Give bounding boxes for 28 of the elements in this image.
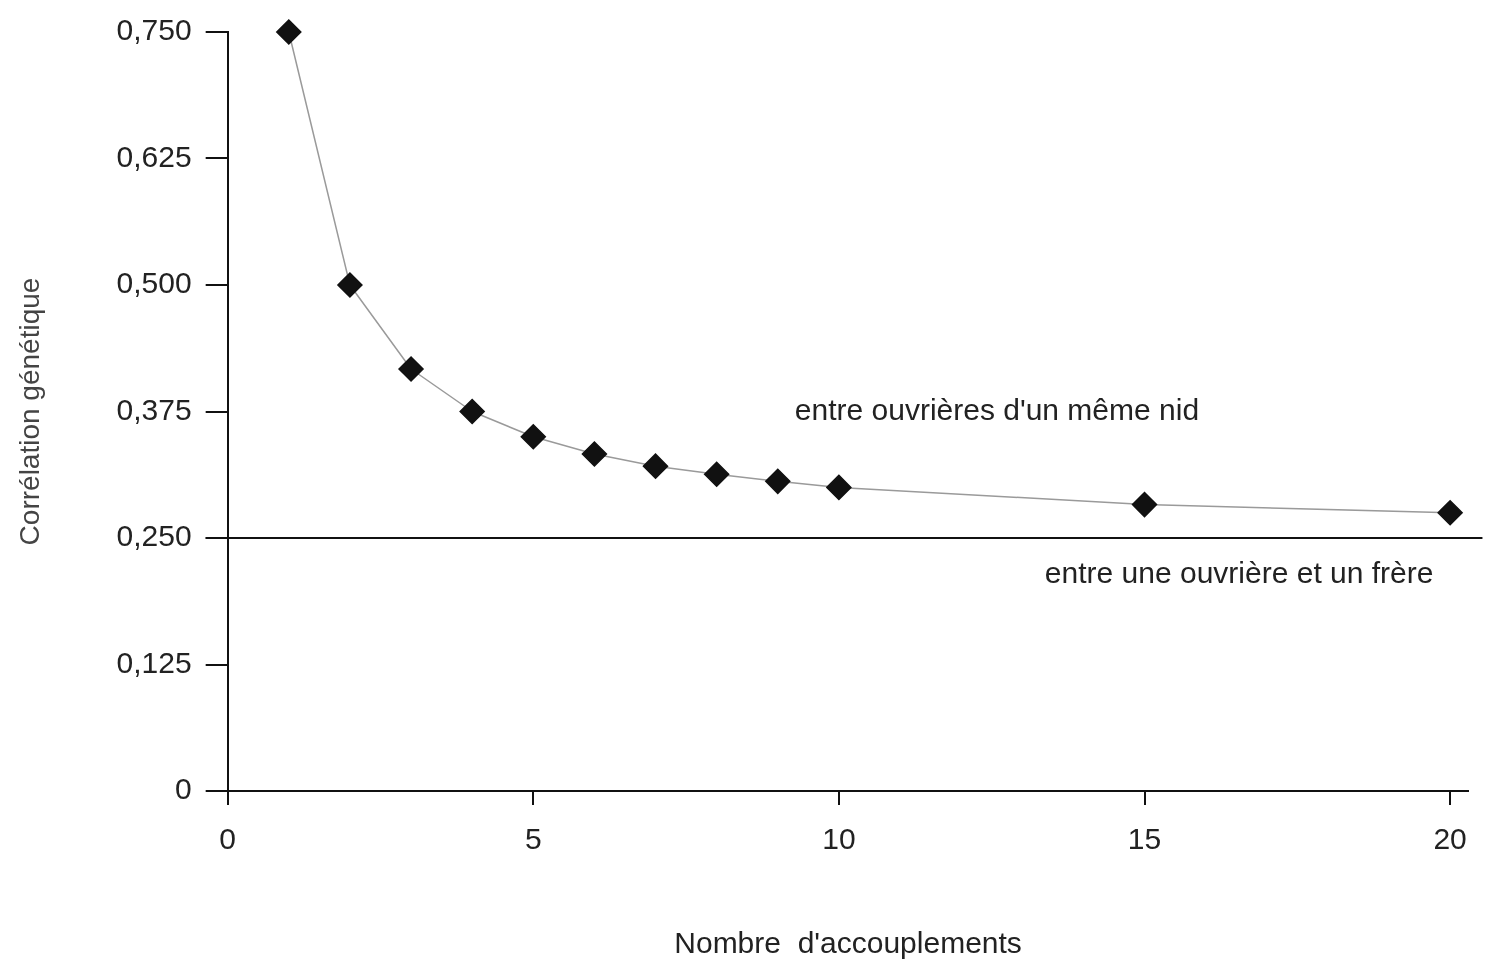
y-axis-title: Corrélation génétique <box>13 277 45 546</box>
y-tick-label: 0,125 <box>116 645 192 679</box>
ref-line-label: entre une ouvrière et un frère <box>1044 556 1434 590</box>
y-tick-label: 0,750 <box>116 13 192 47</box>
x-tick-label: 0 <box>219 822 237 856</box>
x-tick-label: 20 <box>1433 822 1467 856</box>
point <box>398 356 424 382</box>
y-tick-label: 0,250 <box>116 519 192 553</box>
point <box>581 441 608 467</box>
y-tick-label: 0,500 <box>116 266 192 300</box>
x-axis-title: Nombre d'accouplements <box>674 926 1022 960</box>
x-tick-label: 10 <box>822 822 856 856</box>
y-tick-label: 0,625 <box>116 139 192 173</box>
point <box>459 398 485 425</box>
point <box>703 461 730 487</box>
point <box>1437 499 1463 526</box>
y-tick-label: 0 <box>174 772 192 806</box>
x-tick-label: 5 <box>524 822 542 856</box>
point <box>826 474 852 501</box>
x-tick-label: 15 <box>1127 822 1162 856</box>
point <box>642 453 669 479</box>
point <box>520 424 547 450</box>
point <box>276 19 302 45</box>
y-tick-label: 0,375 <box>116 392 192 426</box>
annotation: entre ouvrières d'un même nid <box>794 392 1200 426</box>
point <box>337 272 363 298</box>
point <box>1131 491 1158 518</box>
point <box>765 468 791 495</box>
